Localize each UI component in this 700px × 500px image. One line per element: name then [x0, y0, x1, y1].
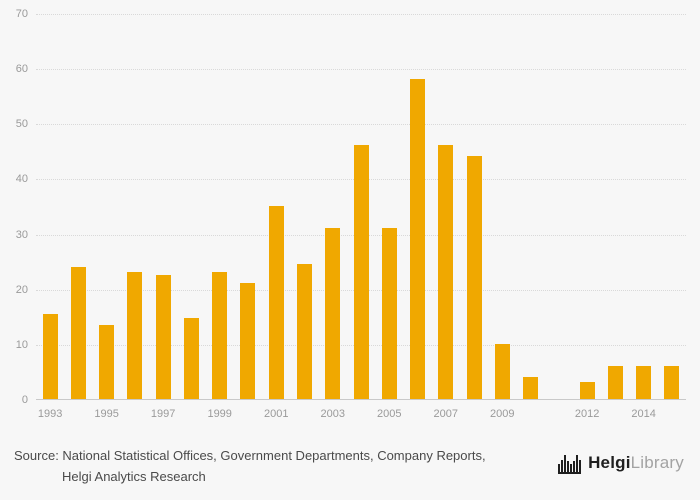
bar-2012	[579, 382, 595, 399]
helgi-logo-icon	[558, 455, 582, 474]
bar-1994	[70, 266, 86, 399]
x-axis-label-1993: 1993	[37, 408, 63, 420]
bar-1996	[127, 272, 143, 399]
x-axis-label-1995: 1995	[94, 408, 119, 420]
bar-2001	[268, 206, 284, 399]
plot-area	[36, 14, 686, 400]
y-axis-label-60: 60	[15, 63, 28, 76]
y-axis-label-20: 20	[15, 283, 28, 296]
bar-2008	[466, 156, 482, 399]
brand-name-light: Library	[630, 453, 684, 472]
brand-logo: HelgiLibrary	[558, 452, 684, 474]
bar-1995	[99, 324, 115, 399]
x-axis-label-2003: 2003	[320, 408, 345, 420]
x-axis-label-1999: 1999	[207, 408, 232, 420]
gridline-50	[36, 124, 686, 126]
x-axis-label-2009: 2009	[490, 408, 515, 420]
bar-2007	[438, 145, 454, 399]
bar-2002	[296, 263, 312, 399]
y-axis-label-70: 70	[15, 8, 28, 20]
y-axis-label-10: 10	[15, 338, 28, 351]
gridline-60	[36, 69, 686, 71]
y-axis-label-0: 0	[21, 394, 28, 406]
x-axis-label-2005: 2005	[377, 408, 402, 420]
x-axis-label-2007: 2007	[433, 408, 459, 420]
bar-2015	[664, 365, 680, 399]
bar-2014	[636, 365, 652, 399]
source-line-1: Source: National Statistical Offices, Go…	[14, 448, 486, 463]
gridline-70	[36, 14, 686, 15]
bar-2000	[240, 283, 256, 399]
x-axis-label-2014: 2014	[631, 408, 656, 420]
y-axis-label-40: 40	[15, 173, 28, 186]
source-line-2: Helgi Analytics Research	[62, 468, 206, 484]
bar-2005	[381, 228, 397, 399]
y-axis-label-30: 30	[15, 228, 28, 241]
bar-1997	[155, 274, 171, 399]
bar-1998	[183, 317, 199, 399]
bar-1999	[212, 272, 228, 399]
source-text: Source: National Statistical Offices, Go…	[14, 446, 486, 488]
bar-2013	[607, 365, 623, 399]
bar-1993	[42, 313, 58, 399]
y-axis-label-50: 50	[15, 118, 28, 131]
x-axis-label-1997: 1997	[150, 408, 176, 420]
bar-2004	[353, 145, 369, 399]
x-axis-label-2001: 2001	[263, 408, 289, 420]
bar-2003	[325, 228, 341, 399]
bar-2009	[494, 343, 510, 399]
footer: Source: National Statistical Offices, Go…	[0, 442, 700, 488]
bar-2006	[410, 79, 426, 399]
bar-2010	[523, 376, 539, 399]
x-axis-label-2012: 2012	[574, 408, 600, 420]
brand-name-bold: Helgi	[588, 453, 631, 472]
